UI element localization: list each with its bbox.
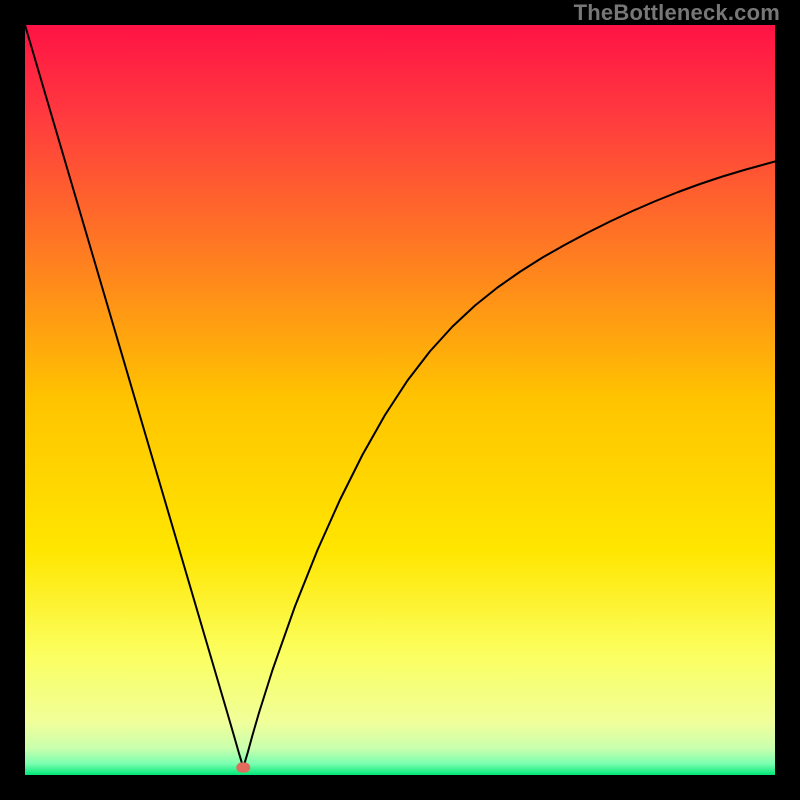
- chart-background: [25, 25, 775, 775]
- chart-svg: [25, 25, 775, 775]
- plot-area: [25, 25, 775, 775]
- chart-frame: TheBottleneck.com: [0, 0, 800, 800]
- minimum-marker: [236, 763, 250, 773]
- watermark-text: TheBottleneck.com: [574, 0, 780, 26]
